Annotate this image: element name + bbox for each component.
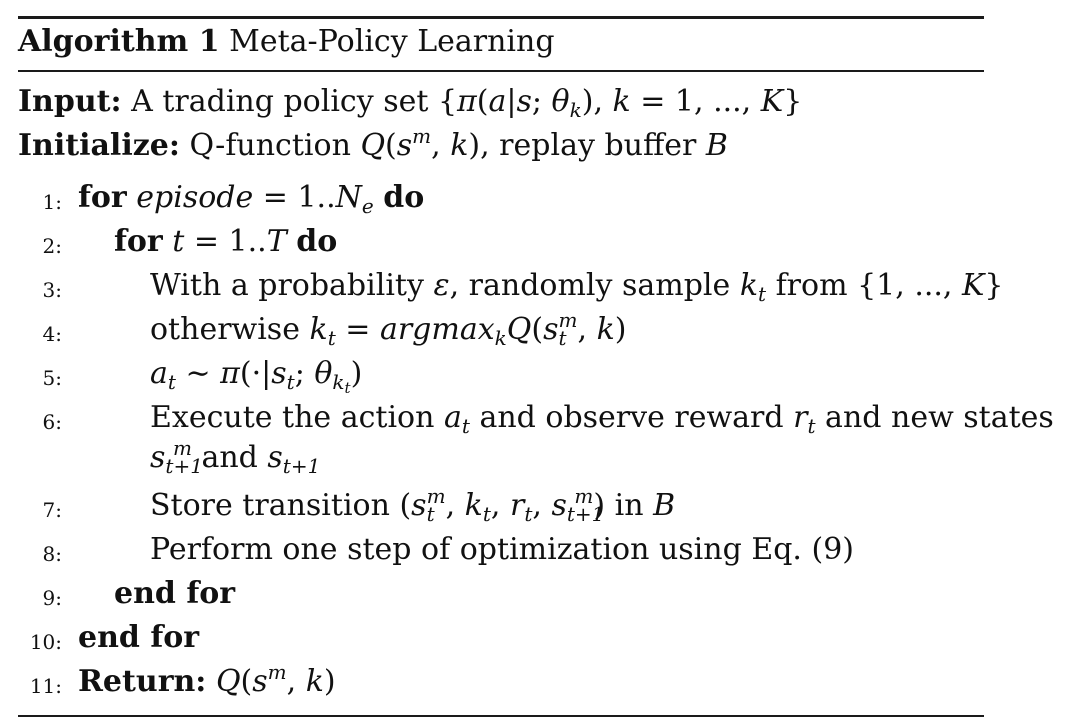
line-content: Execute the action at and observe reward… [150,400,1054,478]
initialize-text: Q-function Q(sm, k), replay buffer B [189,124,728,163]
line-number: 4: [42,322,62,346]
algorithm-caption: Algorithm 1 Meta-Policy Learning [18,22,555,62]
algorithm-line-5: 5: at ∼ π(·|st; θkt) [0,354,1000,398]
line-content: Return: Q(sm, k) [78,660,336,699]
algorithm-line-7: 7: Store transition (stm, kt, rt, st+1m)… [0,486,1000,530]
line-number: 1: [42,190,62,214]
algorithm-line-11: 11: Return: Q(sm, k) [0,662,1000,706]
line-number: 6: [42,410,62,434]
initialize-label: Initialize: [18,128,180,163]
line-number: 2: [42,234,62,258]
top-rule [18,16,984,19]
line-content: end for [114,576,236,611]
algorithm-line-3: 3: With a probability ε, randomly sample… [0,266,1004,310]
line-content: Store transition (stm, kt, rt, st+1m) in… [150,484,676,526]
algorithm-title: Meta-Policy Learning [229,24,555,59]
line-content: end for [78,620,200,655]
input-label: Input: [18,84,122,119]
line-number: 5: [42,366,62,390]
input-line: Input: A trading policy set {π(a|s; θk),… [18,82,802,122]
algorithm-line-1: 1: for episode = 1..Ne do [0,178,1000,222]
initialize-line: Initialize: Q-function Q(sm, k), replay … [18,126,728,166]
line-number: 11: [29,674,62,698]
line-number: 8: [42,542,62,566]
line-content: at ∼ π(·|st; θkt) [150,356,363,397]
line-content: Perform one step of optimization using E… [150,532,855,567]
line-content: With a probability ε, randomly sample kt… [150,268,1004,306]
line-number: 7: [42,498,62,522]
line-number: 9: [42,586,62,610]
line-content: otherwise kt = argmaxkQ(stm, k) [150,308,627,350]
bottom-rule [18,715,984,717]
algorithm-line-10: 10: end for [0,618,1000,662]
line-number: 3: [42,278,62,302]
algorithm-line-2: 2: for t = 1..T do [0,222,1000,266]
input-text: A trading policy set {π(a|s; θk), k = 1,… [131,84,803,122]
algorithm-line-9: 9: end for [0,574,1000,618]
caption-rule [18,70,984,72]
algorithm-number: Algorithm 1 [18,24,220,59]
line-content: for t = 1..T do [114,224,338,259]
algorithm-line-8: 8: Perform one step of optimization usin… [0,530,1000,574]
algorithm-line-6: 6: Execute the action at and observe rew… [0,398,1054,486]
line-content: for episode = 1..Ne do [78,180,425,218]
line-number: 10: [29,630,62,654]
algorithm-line-4: 4: otherwise kt = argmaxkQ(stm, k) [0,310,1000,354]
